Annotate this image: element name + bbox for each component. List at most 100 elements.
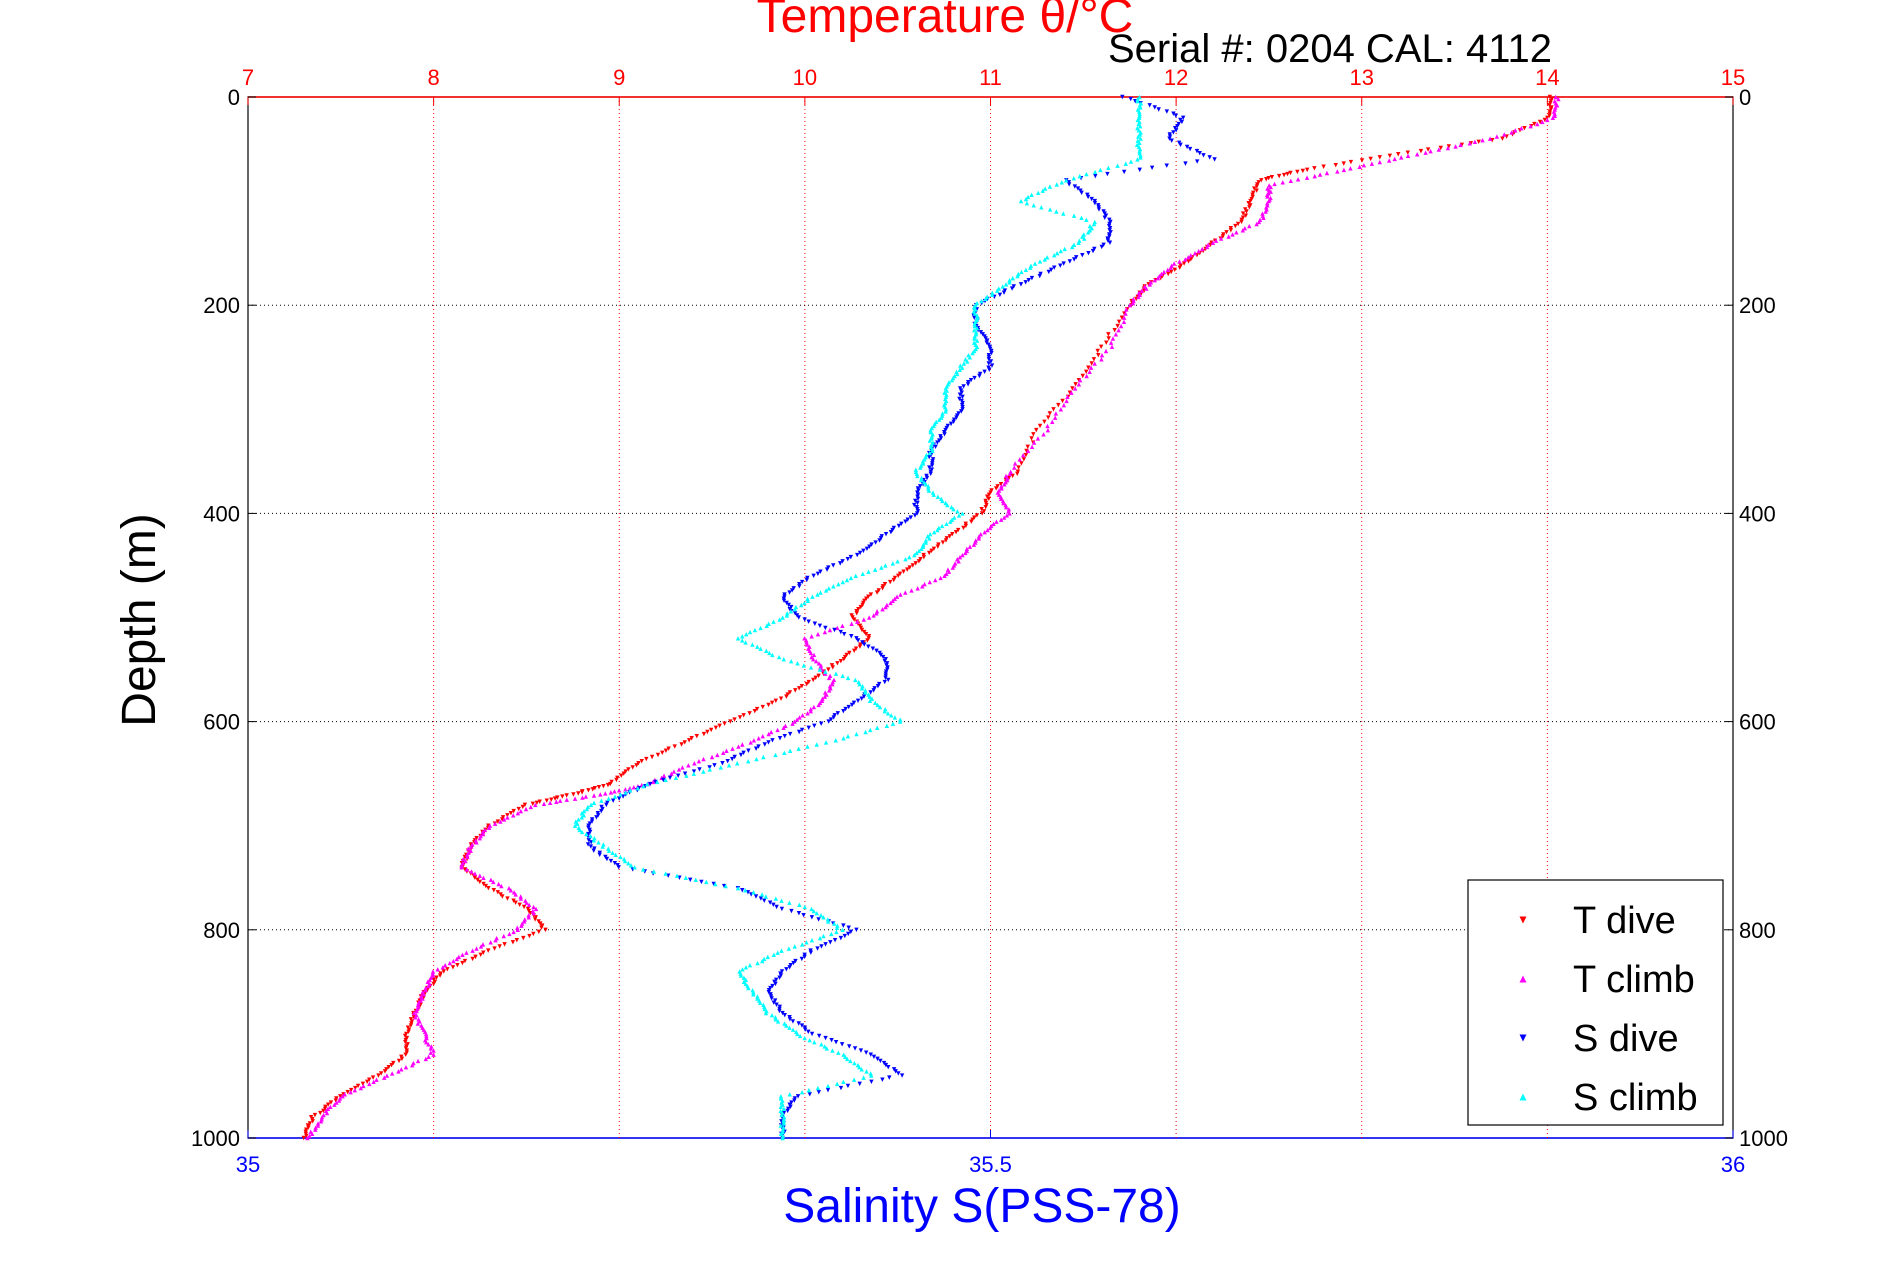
temperature-tick-label: 12 — [1164, 65, 1188, 90]
data-point — [534, 800, 540, 805]
data-point — [929, 434, 935, 439]
data-point — [817, 623, 823, 629]
data-point — [825, 917, 831, 922]
data-point — [575, 821, 580, 826]
data-point — [943, 407, 949, 412]
data-point — [898, 592, 903, 597]
data-point — [1164, 163, 1169, 168]
data-point — [1392, 156, 1397, 162]
data-point — [761, 754, 766, 760]
data-point — [470, 956, 475, 962]
data-point — [328, 1104, 333, 1109]
data-point — [1084, 171, 1089, 177]
data-point — [1425, 147, 1431, 152]
data-point — [682, 740, 687, 745]
data-point — [1171, 130, 1176, 135]
data-point — [914, 511, 920, 516]
data-point — [1127, 303, 1133, 308]
data-point — [787, 690, 793, 695]
data-point — [310, 1119, 315, 1124]
data-point — [752, 627, 758, 633]
data-point — [560, 794, 565, 799]
data-point — [773, 1017, 779, 1022]
data-point — [741, 975, 747, 980]
data-point — [1239, 219, 1244, 225]
data-point — [811, 656, 816, 662]
data-point — [785, 1108, 790, 1114]
data-point — [1226, 234, 1231, 239]
data-point — [851, 648, 857, 654]
data-point — [1019, 269, 1024, 275]
data-point — [951, 507, 956, 512]
data-point — [502, 942, 507, 947]
data-point — [949, 377, 955, 383]
data-point — [1087, 223, 1093, 229]
data-point — [1116, 319, 1122, 325]
data-point — [1172, 267, 1177, 273]
data-point — [810, 677, 816, 683]
data-point — [1065, 394, 1070, 400]
data-point — [961, 384, 966, 389]
data-point — [505, 815, 510, 820]
data-point — [818, 590, 823, 595]
data-point — [431, 981, 436, 987]
data-point — [758, 896, 764, 901]
data-point — [1056, 402, 1061, 408]
data-point — [699, 879, 704, 885]
data-point — [466, 846, 471, 851]
data-point — [1194, 148, 1200, 154]
data-point — [723, 883, 728, 889]
data-point — [508, 888, 514, 893]
data-point — [345, 1089, 350, 1095]
data-point — [523, 806, 529, 812]
data-point — [513, 900, 518, 905]
data-point — [701, 731, 707, 737]
data-point — [1377, 155, 1382, 160]
data-point — [672, 744, 677, 749]
data-point — [1083, 369, 1089, 375]
data-point — [673, 775, 679, 781]
data-point — [486, 825, 492, 830]
data-point — [887, 1075, 892, 1080]
data-point — [307, 1133, 312, 1139]
data-point — [1348, 159, 1354, 165]
data-point — [777, 1008, 782, 1014]
data-point — [942, 432, 947, 437]
data-point — [942, 573, 947, 579]
data-point — [773, 698, 779, 703]
data-point — [519, 923, 524, 928]
data-point — [1240, 211, 1246, 216]
data-point — [899, 521, 904, 527]
data-point — [1119, 315, 1125, 320]
data-point — [834, 929, 839, 935]
data-point — [903, 557, 908, 562]
data-point — [1093, 173, 1098, 179]
data-point — [1003, 282, 1009, 287]
data-point — [1265, 194, 1270, 199]
data-point — [863, 690, 868, 695]
data-point — [914, 471, 920, 477]
data-point — [734, 761, 740, 766]
data-point — [579, 811, 585, 816]
legend-marker — [1519, 1034, 1527, 1042]
data-point — [417, 1019, 422, 1024]
depth-tick-label-right: 400 — [1739, 501, 1776, 526]
data-point — [740, 634, 745, 639]
data-point — [647, 781, 653, 787]
data-point — [787, 1025, 792, 1030]
data-point — [451, 958, 456, 964]
data-point — [1418, 148, 1424, 154]
data-point — [1556, 96, 1561, 102]
data-point — [896, 1071, 901, 1076]
data-point — [623, 787, 628, 792]
data-point — [780, 1133, 786, 1139]
data-point — [679, 742, 684, 747]
data-point — [576, 791, 581, 796]
data-point — [844, 577, 850, 583]
data-point — [972, 327, 977, 333]
data-point — [1341, 161, 1346, 166]
data-point — [610, 850, 615, 855]
data-point — [1073, 382, 1078, 387]
data-point — [1472, 139, 1478, 144]
data-point — [868, 690, 873, 695]
